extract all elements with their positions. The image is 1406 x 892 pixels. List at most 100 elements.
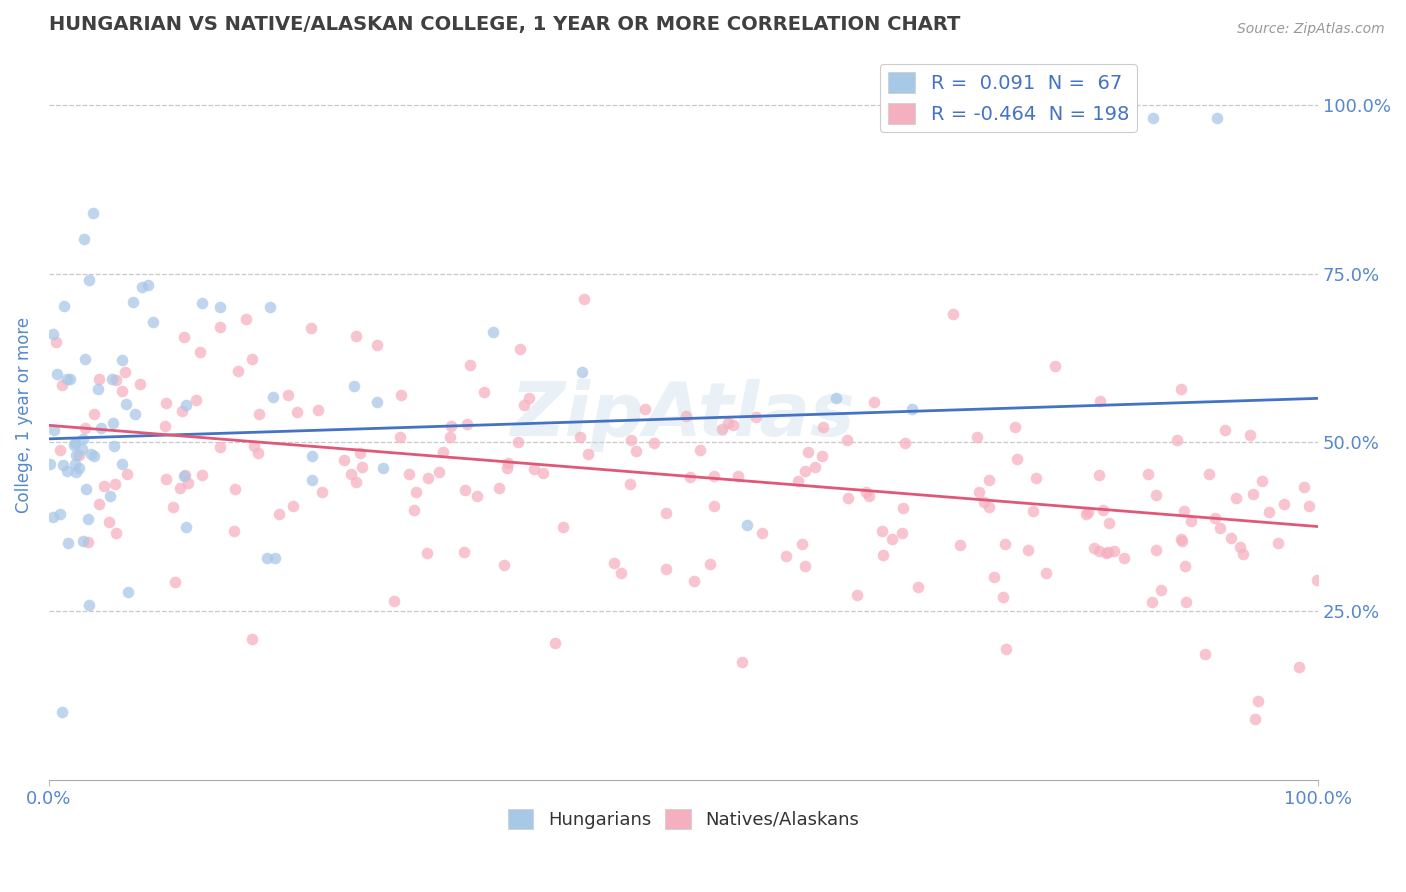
- Point: [492, 558, 515, 572]
- Point: [1083, 541, 1105, 555]
- Point: [855, 484, 877, 499]
- Point: [1174, 595, 1197, 609]
- Point: [344, 328, 367, 343]
- Point: [76, 511, 98, 525]
- Point: [1017, 542, 1039, 557]
- Point: [169, 481, 191, 495]
- Point: [620, 433, 643, 447]
- Point: [73, 421, 96, 435]
- Point: [1087, 467, 1109, 482]
- Point: [1150, 583, 1173, 598]
- Y-axis label: College, 1 year or more: College, 1 year or more: [15, 318, 32, 513]
- Point: [1146, 543, 1168, 558]
- Point: [1112, 551, 1135, 566]
- Point: [675, 409, 697, 424]
- Point: [1092, 503, 1115, 517]
- Point: [235, 312, 257, 326]
- Point: [994, 642, 1017, 657]
- Point: [65, 436, 87, 450]
- Point: [1025, 471, 1047, 485]
- Point: [240, 352, 263, 367]
- Point: [863, 395, 886, 409]
- Point: [247, 446, 270, 460]
- Point: [679, 470, 702, 484]
- Point: [256, 550, 278, 565]
- Point: [983, 570, 1005, 584]
- Point: [699, 557, 721, 571]
- Point: [366, 338, 388, 352]
- Point: [111, 384, 134, 398]
- Point: [80, 447, 103, 461]
- Point: [1198, 467, 1220, 482]
- Point: [1170, 382, 1192, 396]
- Point: [42, 326, 65, 341]
- Text: HUNGARIAN VS NATIVE/ALASKAN COLLEGE, 1 YEAR OR MORE CORRELATION CHART: HUNGARIAN VS NATIVE/ALASKAN COLLEGE, 1 Y…: [49, 15, 960, 34]
- Point: [153, 418, 176, 433]
- Point: [173, 330, 195, 344]
- Point: [349, 446, 371, 460]
- Point: [301, 474, 323, 488]
- Point: [1074, 508, 1097, 522]
- Point: [1247, 694, 1270, 708]
- Point: [1250, 474, 1272, 488]
- Point: [177, 475, 200, 490]
- Point: [1204, 510, 1226, 524]
- Point: [655, 506, 678, 520]
- Point: [689, 443, 711, 458]
- Point: [1180, 514, 1202, 528]
- Point: [52, 458, 75, 472]
- Point: [110, 353, 132, 368]
- Point: [544, 636, 567, 650]
- Point: [382, 593, 405, 607]
- Point: [49, 508, 72, 522]
- Point: [576, 447, 599, 461]
- Point: [90, 420, 112, 434]
- Point: [388, 430, 411, 444]
- Point: [901, 402, 924, 417]
- Point: [142, 315, 165, 329]
- Point: [98, 489, 121, 503]
- Point: [458, 358, 481, 372]
- Point: [717, 416, 740, 430]
- Point: [793, 558, 815, 573]
- Point: [1004, 420, 1026, 434]
- Point: [1088, 543, 1111, 558]
- Point: [553, 520, 575, 534]
- Point: [1144, 488, 1167, 502]
- Point: [191, 295, 214, 310]
- Point: [993, 591, 1015, 605]
- Point: [65, 448, 87, 462]
- Point: [42, 423, 65, 437]
- Point: [333, 453, 356, 467]
- Point: [49, 442, 72, 457]
- Point: [115, 467, 138, 481]
- Point: [1288, 660, 1310, 674]
- Point: [86, 382, 108, 396]
- Point: [39, 457, 62, 471]
- Point: [287, 404, 309, 418]
- Point: [45, 334, 67, 349]
- Point: [1097, 545, 1119, 559]
- Point: [942, 307, 965, 321]
- Point: [1170, 533, 1192, 547]
- Point: [654, 562, 676, 576]
- Point: [1205, 112, 1227, 126]
- Point: [155, 396, 177, 410]
- Point: [1239, 427, 1261, 442]
- Point: [1298, 499, 1320, 513]
- Point: [683, 574, 706, 588]
- Text: ZipAtlas: ZipAtlas: [512, 379, 856, 451]
- Point: [209, 300, 232, 314]
- Point: [496, 456, 519, 470]
- Point: [1035, 566, 1057, 580]
- Point: [222, 524, 245, 538]
- Point: [792, 537, 814, 551]
- Point: [117, 585, 139, 599]
- Point: [710, 421, 733, 435]
- Point: [643, 435, 665, 450]
- Point: [824, 391, 846, 405]
- Point: [994, 536, 1017, 550]
- Point: [977, 500, 1000, 515]
- Legend: Hungarians, Natives/Alaskans: Hungarians, Natives/Alaskans: [501, 802, 866, 836]
- Point: [727, 468, 749, 483]
